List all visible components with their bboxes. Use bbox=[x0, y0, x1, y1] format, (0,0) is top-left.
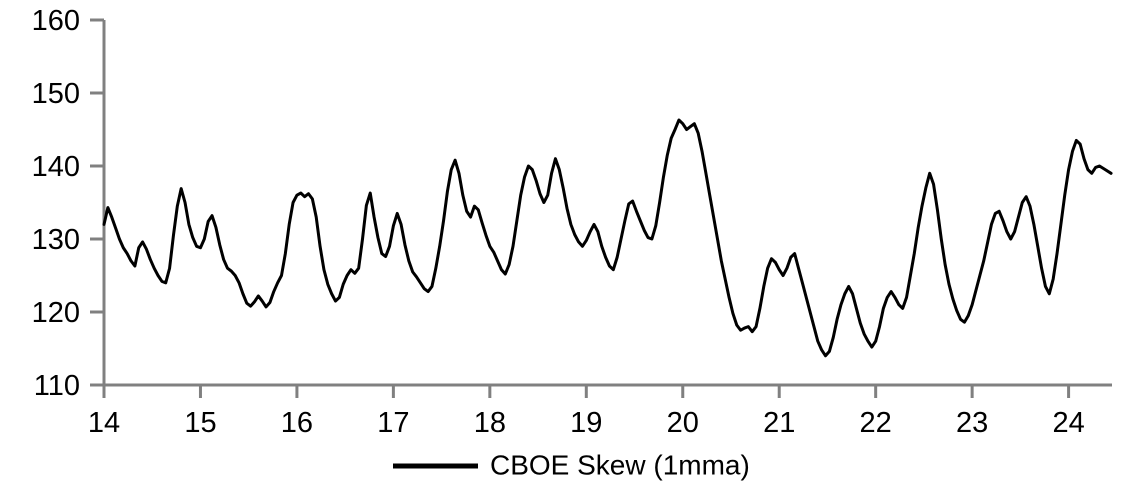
x-tick-label: 15 bbox=[184, 407, 216, 439]
y-tick-label: 150 bbox=[32, 78, 80, 110]
x-tick-label: 17 bbox=[377, 407, 409, 439]
y-tick-label: 120 bbox=[32, 297, 80, 329]
y-tick-label: 130 bbox=[32, 224, 80, 256]
x-tick-label: 21 bbox=[763, 407, 795, 439]
series-line-0 bbox=[102, 118, 1113, 358]
x-axis-tick-marks bbox=[102, 385, 1071, 398]
y-tick-label: 160 bbox=[32, 5, 80, 37]
x-tick-label: 20 bbox=[667, 407, 699, 439]
x-axis-labels: 14 15 16 17 18 19 20 21 22 23 24 bbox=[88, 407, 1085, 439]
data-series-group bbox=[102, 118, 1113, 358]
legend-label-cboe-skew: CBOE Skew (1mma) bbox=[490, 449, 750, 480]
y-axis-tick-marks bbox=[90, 18, 104, 387]
y-axis-labels: 110 120 130 140 150 160 bbox=[32, 5, 80, 402]
x-tick-label: 18 bbox=[474, 407, 506, 439]
y-tick-label: 140 bbox=[32, 151, 80, 183]
x-tick-label: 14 bbox=[88, 407, 120, 439]
x-tick-label: 24 bbox=[1052, 407, 1084, 439]
y-tick-label: 110 bbox=[34, 370, 80, 402]
x-tick-label: 23 bbox=[956, 407, 988, 439]
x-tick-label: 16 bbox=[281, 407, 313, 439]
x-tick-label: 19 bbox=[570, 407, 602, 439]
x-tick-label: 22 bbox=[860, 407, 892, 439]
